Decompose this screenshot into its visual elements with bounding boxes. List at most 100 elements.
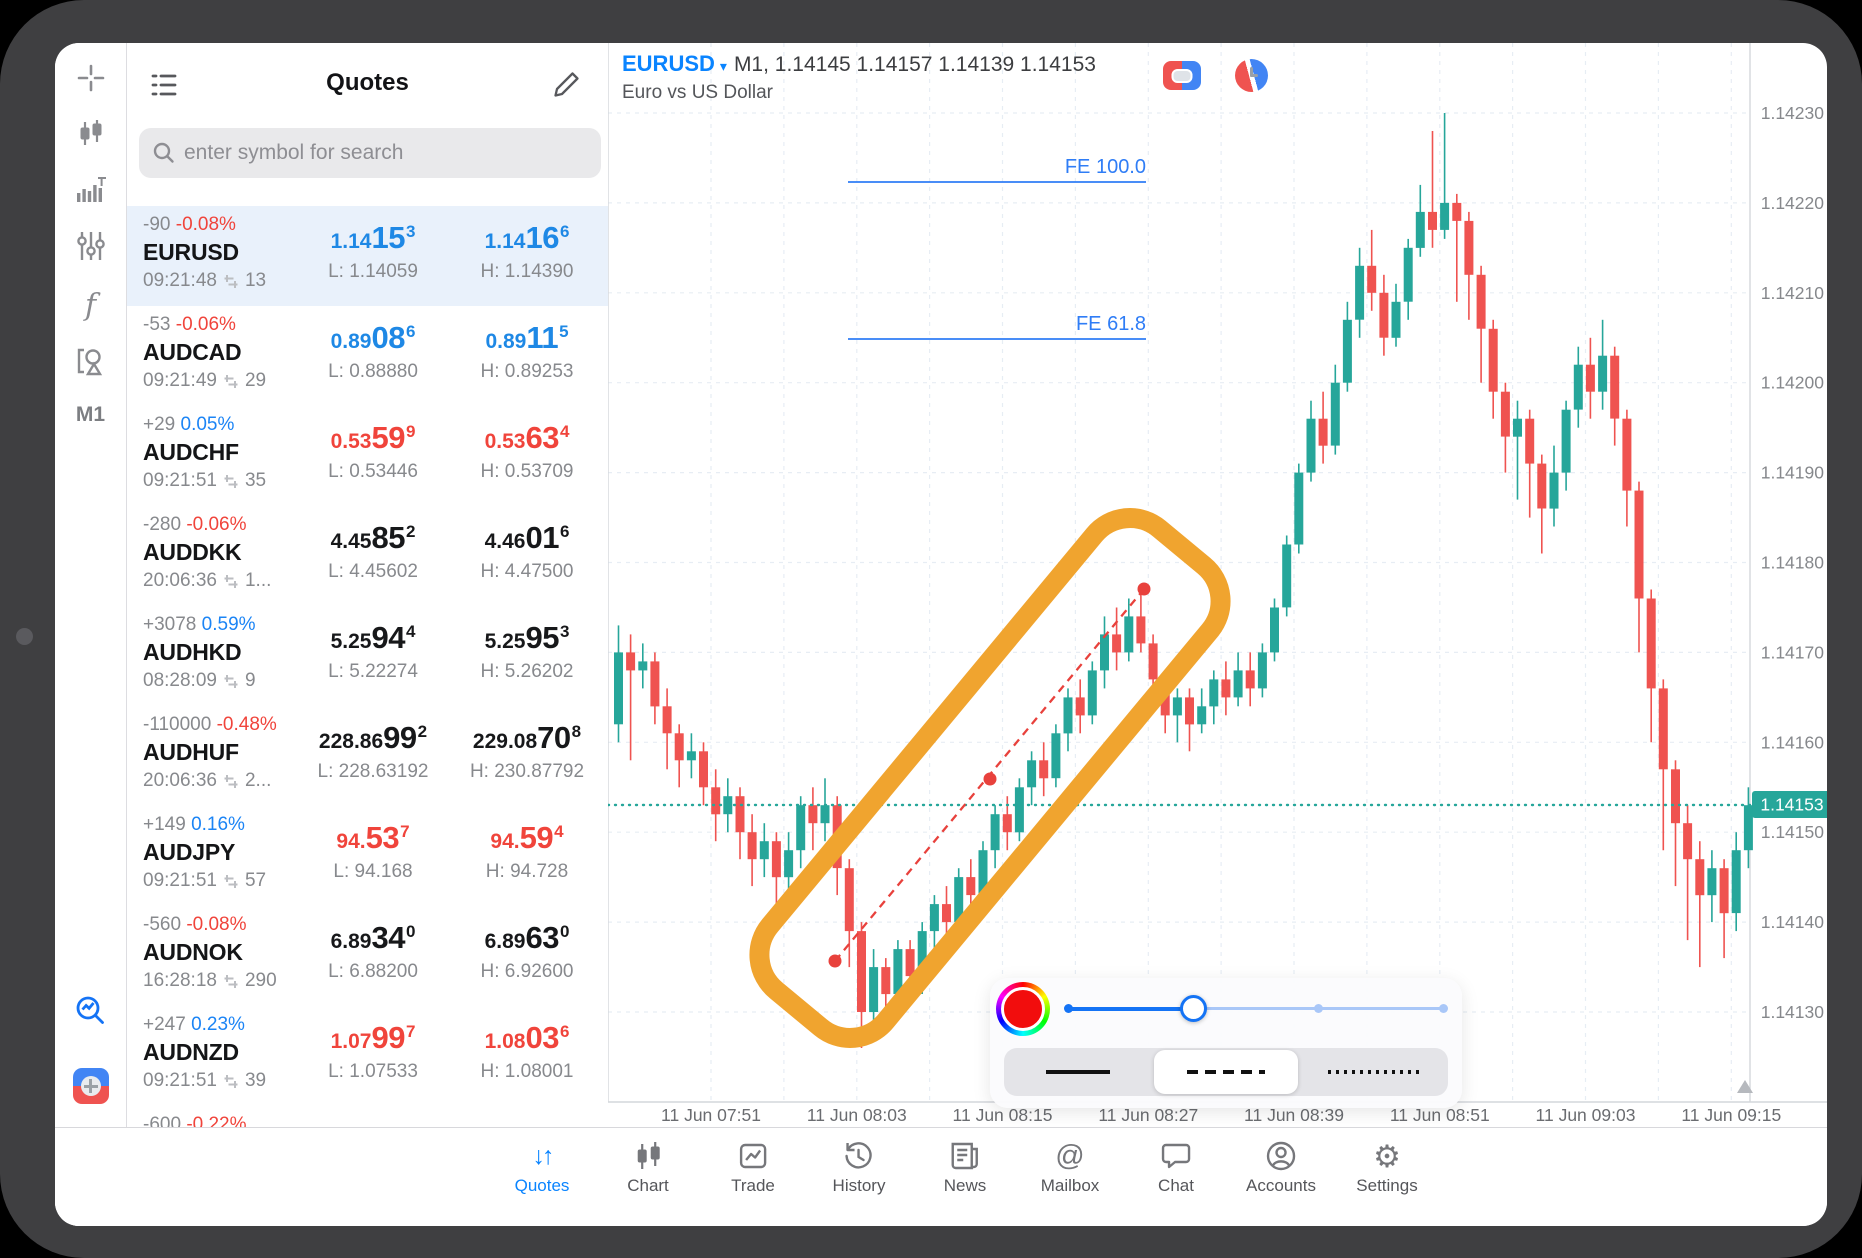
bid-column: 1.07997 L: 1.07533 <box>298 1020 448 1083</box>
time-axis-label: 11 Jun 08:03 <box>807 1105 907 1125</box>
thickness-slider-track[interactable] <box>1068 1007 1443 1010</box>
health-add-icon[interactable] <box>55 1067 126 1105</box>
chart-tools-sidebar: f M1 <box>55 43 126 1226</box>
color-picker-button[interactable] <box>996 982 1050 1036</box>
nav-item-mailbox[interactable]: @ Mailbox <box>1041 1138 1100 1196</box>
line-style-solid[interactable] <box>1006 1050 1150 1094</box>
quotes-icon: ↓↑ <box>532 1141 555 1170</box>
history-icon <box>845 1142 873 1169</box>
bid-column: 94.537 L: 94.168 <box>298 820 448 883</box>
line-style-segmented-control <box>1004 1048 1448 1096</box>
time-axis-label: 11 Jun 08:39 <box>1244 1105 1344 1125</box>
nav-item-quotes[interactable]: ↓↑ Quotes <box>515 1138 570 1196</box>
page-title: Quotes <box>326 69 409 96</box>
candlesticks-icon[interactable] <box>55 116 126 150</box>
price-axis-label: 1.14220 <box>1761 193 1825 213</box>
quote-row-audnok[interactable]: -560 -0.08% AUDNOK 16:28:18 290 6.89340 L: 6.… <box>127 906 608 1006</box>
volumes-icon[interactable] <box>55 173 126 207</box>
time-spread: 09:21:51 57 <box>143 870 267 891</box>
nav-item-trade[interactable]: Trade <box>731 1138 775 1196</box>
spread-icon <box>224 1074 238 1088</box>
quote-row-eurusd[interactable]: -90 -0.08% EURUSD 09:21:48 13 1.14153 L: 1.14… <box>127 206 608 306</box>
edit-pencil-icon[interactable] <box>552 69 582 104</box>
quote-row-audchf[interactable]: +29 0.05% AUDCHF 09:21:51 35 0.53599 L: 0.534… <box>127 406 608 506</box>
quote-row-audhuf[interactable]: -110000 -0.48% AUDHUF 20:06:36 2... 228.8699… <box>127 706 608 806</box>
price-axis-label: 1.14130 <box>1761 1002 1825 1022</box>
ask-column: 4.46016 H: 4.47500 <box>452 520 602 583</box>
time-spread: 09:21:51 35 <box>143 470 267 491</box>
symbol-label: AUDDKK <box>143 539 242 565</box>
price-axis-label: 1.14230 <box>1761 103 1825 123</box>
fib-level-label: FE 100.0 <box>1065 156 1146 178</box>
ask-price: 5.25953 <box>484 620 570 655</box>
line-style-dashed[interactable] <box>1154 1050 1298 1094</box>
objects-icon[interactable] <box>55 343 126 381</box>
high-value: H: 230.87792 <box>469 761 585 782</box>
time-axis-label: 11 Jun 08:51 <box>1390 1105 1490 1125</box>
low-value: L: 5.22274 <box>328 661 418 682</box>
indicator-settings-icon[interactable] <box>55 229 126 263</box>
time-spread: 20:06:36 2... <box>143 770 272 791</box>
symbol-selector[interactable]: EURUSD <box>622 51 715 76</box>
nav-label: Trade <box>731 1176 775 1195</box>
time-spread: 16:28:18 290 <box>143 970 277 991</box>
market-scanner-icon[interactable] <box>55 993 126 1029</box>
chart-header: EURUSD ▾ M1, 1.14145 1.14157 1.14139 1.141… <box>622 51 1096 104</box>
price-chart[interactable]: FE 100.0 FE 61.8 1.14230 1.14220 1.14210 1.14… <box>608 43 1827 1226</box>
ask-price: 229.08708 <box>472 720 582 755</box>
bid-price: 228.86992 <box>318 720 428 755</box>
quote-row-audcad[interactable]: -53 -0.06% AUDCAD 09:21:49 29 0.89086 L: 0.88… <box>127 306 608 406</box>
bid-price: 0.53599 <box>330 420 416 455</box>
mailbox-icon: @ <box>1055 1139 1085 1172</box>
quote-row-audhkd[interactable]: +3078 0.59% AUDHKD 08:28:09 9 5.25944 L: 5.22… <box>127 606 608 706</box>
nav-item-accounts[interactable]: Accounts <box>1246 1138 1316 1196</box>
high-value: H: 94.728 <box>485 861 569 882</box>
ask-price: 4.46016 <box>484 520 570 555</box>
functions-icon[interactable]: f <box>84 287 97 323</box>
low-value: L: 1.14059 <box>328 261 418 282</box>
dotted-line-sample <box>1328 1070 1420 1074</box>
spread-icon <box>224 674 238 688</box>
list-view-icon[interactable] <box>149 71 179 104</box>
nav-item-news[interactable]: News <box>944 1138 986 1196</box>
line-style-dotted[interactable] <box>1302 1050 1446 1094</box>
nav-label: Quotes <box>514 1176 570 1195</box>
timeframe-button[interactable]: M1 <box>55 399 126 431</box>
quote-list: -90 -0.08% EURUSD 09:21:48 13 1.14153 L: 1.14… <box>127 206 608 1226</box>
scroll-to-end-icon[interactable] <box>1737 1080 1753 1093</box>
high-value: H: 1.14390 <box>480 261 574 282</box>
bid-column: 4.45852 L: 4.45602 <box>298 520 448 583</box>
high-value: H: 1.08001 <box>480 1061 574 1082</box>
market-hours-icon[interactable] <box>1235 59 1268 92</box>
nav-item-settings[interactable]: ⚙ Settings <box>1356 1138 1417 1196</box>
search-input[interactable]: enter symbol for search <box>139 128 601 178</box>
thickness-slider-active <box>1068 1006 1193 1011</box>
price-axis-label: 1.14160 <box>1761 732 1825 752</box>
nav-item-history[interactable]: History <box>833 1138 885 1196</box>
bid-price: 6.89340 <box>330 920 416 955</box>
quote-row-audjpy[interactable]: +149 0.16% AUDJPY 09:21:51 57 94.537 L: 94.16… <box>127 806 608 906</box>
time-axis-label: 11 Jun 08:27 <box>1098 1105 1198 1125</box>
quote-row-auddkk[interactable]: -280 -0.06% AUDDKK 20:06:36 1... 4.45852 L: 4… <box>127 506 608 606</box>
symbol-label: EURUSD <box>143 239 239 265</box>
nav-item-chat[interactable]: Chat <box>1158 1138 1194 1196</box>
positions-icon[interactable] <box>1163 61 1201 90</box>
symbol-description: Euro vs US Dollar <box>622 82 773 103</box>
quote-row-audnzd[interactable]: +247 0.23% AUDNZD 09:21:51 39 1.07997 L: 1.07… <box>127 1006 608 1106</box>
change-line: +247 0.23% <box>143 1014 245 1035</box>
ask-price: 0.89115 <box>485 320 569 355</box>
spread-icon <box>224 774 238 788</box>
change-line: +149 0.16% <box>143 814 245 835</box>
thickness-slider-handle[interactable] <box>1180 995 1207 1022</box>
trading-app-window: f M1 <box>55 43 1827 1226</box>
price-axis-label: 1.14190 <box>1761 463 1825 483</box>
ask-column: 1.08036 H: 1.08001 <box>452 1020 602 1083</box>
crosshair-icon[interactable] <box>55 61 126 95</box>
settings-icon: ⚙ <box>1373 1138 1401 1174</box>
highlight-box <box>749 508 1231 1048</box>
ask-column: 1.14166 H: 1.14390 <box>452 220 602 283</box>
symbol-label: AUDCAD <box>143 339 242 365</box>
nav-item-chart[interactable]: Chart <box>627 1138 669 1196</box>
bid-column: 0.53599 L: 0.53446 <box>298 420 448 483</box>
